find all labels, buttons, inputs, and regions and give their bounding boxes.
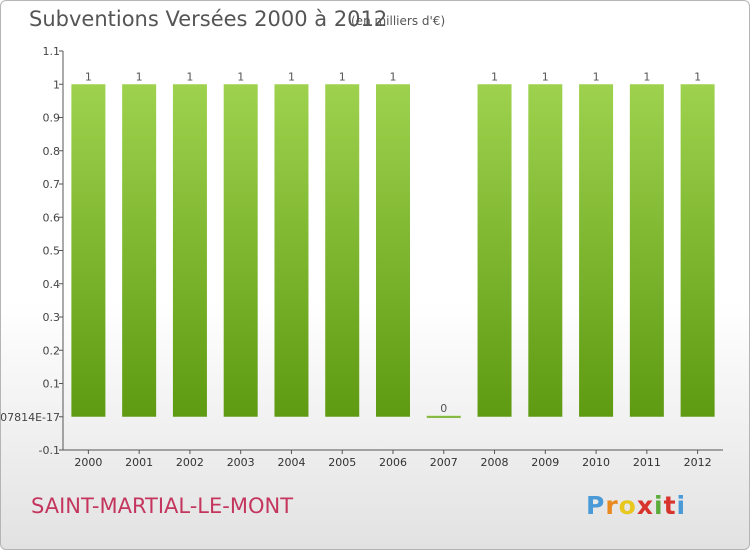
data-label: 0 <box>440 402 447 415</box>
logo-letter: P <box>586 491 606 520</box>
data-label: 1 <box>542 70 549 83</box>
chart-bars <box>71 84 715 418</box>
proxiti-logo: Proxiti <box>586 491 686 520</box>
bar <box>122 84 157 417</box>
logo-letter: x <box>636 491 654 520</box>
x-tick-label: 2005 <box>328 456 356 469</box>
data-label: 1 <box>186 70 193 83</box>
x-tick-label: 2008 <box>481 456 509 469</box>
bar <box>629 84 664 417</box>
y-tick-label: 0.8 <box>43 145 61 158</box>
y-tick-label: 0.6 <box>43 211 61 224</box>
y-tick-label: 1.3877787807814E-17 <box>1 411 60 424</box>
bar <box>325 84 360 417</box>
bar <box>477 84 512 417</box>
y-tick-label: 0.2 <box>43 344 61 357</box>
bar <box>223 84 258 417</box>
x-tick-label: 2002 <box>176 456 204 469</box>
y-tick-label: 1.1 <box>43 45 61 58</box>
data-label: 1 <box>593 70 600 83</box>
y-tick-label: 0.4 <box>43 278 61 291</box>
y-tick-label: -0.1 <box>39 444 60 457</box>
x-tick-label: 2000 <box>74 456 102 469</box>
chart-subtitle: (en milliers d'€) <box>351 14 446 28</box>
data-label: 1 <box>136 70 143 83</box>
x-tick-label: 2003 <box>227 456 255 469</box>
x-tick-label: 2009 <box>531 456 559 469</box>
chart-axes: 1.1 1 0.9 0.8 0.7 0.6 0.5 0.4 0.3 0.2 0.1 1.3877787… <box>1 45 723 457</box>
x-tick-label: 2001 <box>125 456 153 469</box>
bar <box>71 84 106 417</box>
bar <box>274 84 309 417</box>
data-label: 1 <box>643 70 650 83</box>
y-tick-label: 0.7 <box>43 178 61 191</box>
logo-letter: i <box>676 491 687 520</box>
bar <box>680 84 715 417</box>
x-tick-label: 2007 <box>430 456 458 469</box>
bar <box>579 84 614 417</box>
bar <box>172 84 207 417</box>
y-tick-label: 0.1 <box>43 378 61 391</box>
x-tick-label: 2012 <box>684 456 712 469</box>
bar <box>376 84 410 417</box>
commune-name: SAINT-MARTIAL-LE-MONT <box>31 494 294 518</box>
x-tick-label: 2004 <box>277 456 305 469</box>
data-label: 1 <box>288 70 295 83</box>
logo-letter: o <box>618 491 637 520</box>
y-tick-label: 0.5 <box>43 245 61 258</box>
data-label: 1 <box>390 70 397 83</box>
data-label: 1 <box>237 70 244 83</box>
bar <box>528 84 563 417</box>
x-tick-label: 2011 <box>633 456 661 469</box>
chart-title: Subventions Versées 2000 à 2012 <box>29 7 388 31</box>
y-tick-label: 1 <box>53 78 60 91</box>
logo-letter: r <box>605 491 619 520</box>
x-tick-label: 2006 <box>379 456 407 469</box>
data-label: 1 <box>339 70 346 83</box>
data-label: 1 <box>491 70 498 83</box>
logo-letter: i <box>654 491 664 520</box>
y-tick-label: 0.3 <box>43 311 61 324</box>
bar <box>426 415 461 418</box>
y-tick-label: 0.9 <box>43 112 61 125</box>
data-label: 1 <box>85 70 92 83</box>
x-tick-label: 2010 <box>582 456 610 469</box>
data-label: 1 <box>694 70 701 83</box>
chart-labels: 1 2000 1 2001 1 2002 1 2003 1 2004 1 2005 1 2006 0 2007… <box>74 70 711 469</box>
logo-letter: t <box>663 491 677 520</box>
